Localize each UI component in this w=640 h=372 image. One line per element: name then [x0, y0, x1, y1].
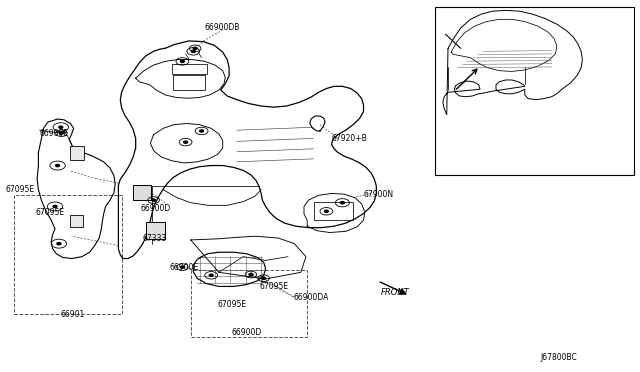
Circle shape	[262, 277, 266, 279]
Circle shape	[324, 210, 328, 212]
Circle shape	[184, 141, 188, 143]
Bar	[172, 64, 207, 74]
Circle shape	[180, 266, 184, 268]
Circle shape	[60, 132, 63, 134]
Circle shape	[180, 60, 184, 62]
Circle shape	[57, 243, 61, 245]
Circle shape	[191, 50, 195, 52]
Bar	[146, 222, 165, 239]
Bar	[314, 202, 353, 220]
Bar	[173, 75, 205, 90]
Text: 66900E: 66900E	[40, 129, 69, 138]
Circle shape	[56, 164, 60, 167]
Text: 67900N: 67900N	[364, 190, 394, 199]
Bar	[435, 7, 634, 175]
Text: J67800BC: J67800BC	[541, 353, 577, 362]
Circle shape	[193, 47, 197, 49]
Bar	[14, 195, 122, 314]
Text: FRONT: FRONT	[381, 288, 410, 296]
Circle shape	[53, 205, 57, 208]
Bar	[191, 270, 307, 337]
Bar	[133, 185, 151, 200]
Text: 67920+B: 67920+B	[332, 134, 367, 143]
Text: 66901: 66901	[61, 310, 85, 319]
Text: 66900D: 66900D	[141, 204, 171, 213]
Text: 67095E: 67095E	[259, 282, 289, 291]
Circle shape	[152, 199, 156, 201]
Text: 66900E: 66900E	[170, 263, 199, 272]
Text: 66900DA: 66900DA	[293, 293, 328, 302]
Text: 67095E: 67095E	[218, 300, 247, 309]
Bar	[70, 146, 84, 160]
Circle shape	[340, 202, 344, 204]
Circle shape	[249, 273, 253, 276]
Text: 67333: 67333	[142, 234, 166, 243]
Text: 66900D: 66900D	[232, 328, 262, 337]
Bar	[70, 215, 83, 227]
Circle shape	[209, 274, 213, 276]
Text: 67095E: 67095E	[35, 208, 65, 217]
Text: 67095E: 67095E	[5, 185, 35, 194]
Circle shape	[59, 126, 63, 128]
Circle shape	[200, 130, 204, 132]
Text: 66900DB: 66900DB	[205, 23, 240, 32]
